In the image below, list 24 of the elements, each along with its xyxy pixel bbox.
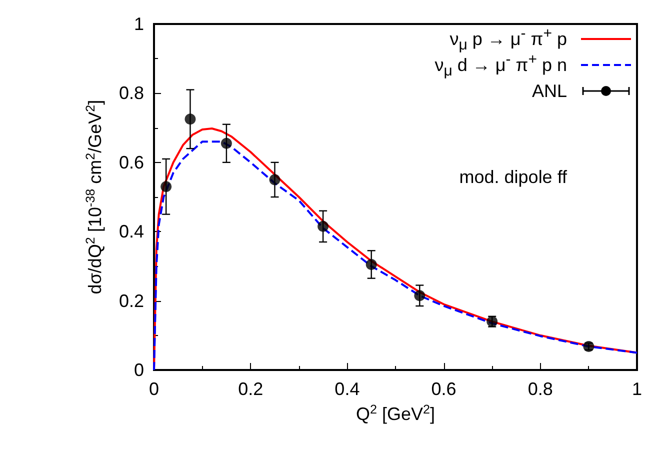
point <box>318 220 329 232</box>
point <box>220 138 232 149</box>
point <box>414 290 426 302</box>
x-tick-label: 0.6 <box>431 379 456 399</box>
y-tick-label: 0 <box>134 360 144 380</box>
x-tick-label: 0.4 <box>334 379 360 399</box>
y-tick-label: 0.8 <box>118 83 144 104</box>
y-tick-label: 0.6 <box>118 152 144 172</box>
y-tick-label: 0.2 <box>118 290 144 311</box>
text: dσ/dQ2 [10-38 cm2/GeV2] <box>84 100 105 294</box>
x-tick-label: 0 <box>148 379 160 399</box>
point <box>184 114 196 125</box>
legend-label: ANL <box>532 80 567 102</box>
point <box>269 174 280 186</box>
y-tick-label: 0.4 <box>118 222 144 242</box>
point <box>160 181 172 192</box>
x-tick-label: 1 <box>632 379 642 399</box>
point <box>366 258 377 270</box>
y-tick-label: 1 <box>134 14 144 34</box>
annotation: mod. dipole ff <box>459 167 568 187</box>
x-tick-label: 0.8 <box>528 379 553 399</box>
legend-label: ν$_{μ}$ d → μ$^{-}$ π$^{+}$ p n <box>434 50 567 80</box>
x-tick-label: 0.2 <box>238 379 264 399</box>
legend-label: ν$_{μ}$ p → μ$^{-}$ π$^{+}$ p <box>450 24 567 54</box>
